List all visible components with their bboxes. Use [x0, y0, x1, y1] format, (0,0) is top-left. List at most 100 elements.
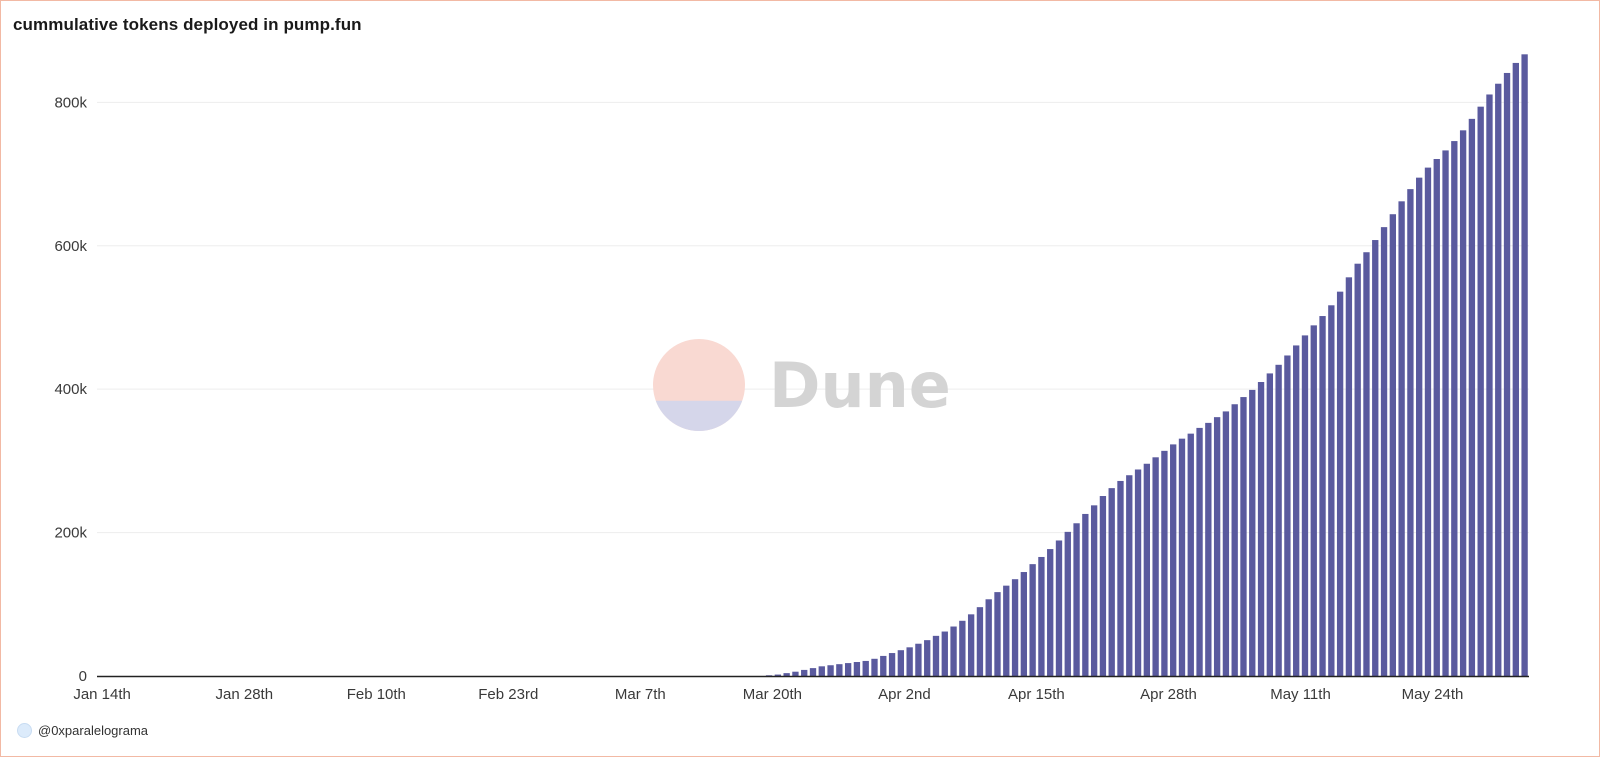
bar[interactable]	[836, 664, 843, 676]
bar[interactable]	[1512, 62, 1519, 677]
bar[interactable]	[897, 650, 905, 676]
bar[interactable]	[1372, 240, 1379, 677]
bar[interactable]	[1055, 540, 1063, 676]
bar[interactable]	[976, 607, 984, 676]
bar[interactable]	[1486, 94, 1493, 677]
bar[interactable]	[1336, 291, 1344, 676]
bar[interactable]	[1143, 463, 1151, 676]
bar[interactable]	[1020, 572, 1028, 676]
x-tick-label: Feb 23rd	[478, 686, 538, 703]
bar[interactable]	[1416, 177, 1423, 676]
x-axis-labels: Jan 14th Jan 28th Feb 10th Feb 23rd Mar 7th M…	[73, 686, 1463, 703]
bar[interactable]	[1503, 72, 1511, 676]
y-tick-label: 400k	[54, 381, 87, 398]
bar[interactable]	[924, 640, 931, 676]
bar[interactable]	[941, 631, 948, 676]
bar[interactable]	[1187, 433, 1194, 676]
bar[interactable]	[862, 660, 869, 676]
x-tick-label: Jan 28th	[216, 686, 274, 703]
bar[interactable]	[1170, 444, 1177, 676]
bar[interactable]	[871, 658, 878, 676]
bar[interactable]	[1293, 345, 1300, 676]
bar[interactable]	[1284, 355, 1291, 676]
bar[interactable]	[1468, 118, 1476, 677]
bar[interactable]	[1424, 167, 1432, 677]
x-tick-label: Apr 28th	[1140, 686, 1197, 703]
bar[interactable]	[1047, 549, 1054, 676]
bar[interactable]	[1029, 564, 1036, 676]
bar[interactable]	[853, 662, 861, 676]
bar[interactable]	[985, 599, 992, 676]
x-tick-label: Mar 20th	[743, 686, 802, 703]
bar[interactable]	[765, 675, 773, 676]
bar[interactable]	[888, 653, 896, 676]
y-tick-label: 0	[79, 668, 87, 685]
avatar	[17, 723, 32, 738]
bar[interactable]	[801, 669, 808, 676]
bar[interactable]	[1451, 141, 1458, 676]
bar[interactable]	[1495, 83, 1502, 677]
bar[interactable]	[827, 665, 834, 676]
bar[interactable]	[1354, 263, 1361, 676]
bar[interactable]	[1521, 54, 1528, 676]
bar[interactable]	[1257, 382, 1265, 676]
bar[interactable]	[1459, 130, 1467, 676]
bar[interactable]	[1380, 227, 1388, 676]
bar[interactable]	[1064, 531, 1071, 676]
bar[interactable]	[994, 592, 1001, 676]
bar[interactable]	[1213, 417, 1221, 676]
bar[interactable]	[1205, 422, 1212, 676]
bar[interactable]	[1134, 469, 1142, 676]
bar[interactable]	[906, 647, 913, 676]
bar[interactable]	[774, 674, 782, 676]
x-tick-label: Apr 15th	[1008, 686, 1065, 703]
bar[interactable]	[1477, 106, 1484, 677]
bar[interactable]	[1011, 579, 1019, 676]
bar[interactable]	[1090, 505, 1098, 676]
bar[interactable]	[959, 620, 966, 676]
bar[interactable]	[1363, 252, 1370, 677]
bar[interactable]	[932, 635, 940, 676]
bar[interactable]	[1196, 427, 1203, 676]
bar[interactable]	[1231, 404, 1238, 676]
bar[interactable]	[1345, 277, 1353, 676]
bar[interactable]	[1310, 325, 1317, 676]
bar[interactable]	[1152, 457, 1159, 676]
bar[interactable]	[1328, 305, 1335, 676]
x-tick-label: Jan 14th	[73, 686, 131, 703]
bar[interactable]	[818, 666, 825, 676]
bar[interactable]	[1442, 150, 1449, 676]
bar[interactable]	[844, 663, 852, 676]
bar[interactable]	[1266, 373, 1273, 676]
bar[interactable]	[967, 614, 975, 676]
bar[interactable]	[1249, 389, 1256, 676]
bar[interactable]	[1161, 450, 1168, 676]
bar[interactable]	[1240, 397, 1247, 676]
bar[interactable]	[1073, 523, 1080, 676]
bar[interactable]	[880, 655, 887, 676]
bar[interactable]	[1398, 201, 1405, 676]
bar[interactable]	[1301, 335, 1309, 676]
bar[interactable]	[1003, 585, 1010, 676]
bar[interactable]	[1117, 480, 1124, 676]
bar[interactable]	[1222, 411, 1230, 676]
bar[interactable]	[792, 671, 799, 676]
author-credit[interactable]: @0xparalelograma	[17, 723, 148, 738]
bar[interactable]	[950, 626, 957, 676]
bar[interactable]	[1178, 438, 1186, 676]
bar[interactable]	[1082, 513, 1089, 676]
bar[interactable]	[915, 643, 922, 676]
bar[interactable]	[1389, 214, 1396, 676]
bar[interactable]	[809, 668, 817, 676]
bar[interactable]	[1038, 556, 1045, 676]
bar[interactable]	[783, 673, 790, 676]
bar[interactable]	[1407, 189, 1414, 676]
bar[interactable]	[1433, 159, 1440, 676]
y-tick-label: 600k	[54, 238, 87, 255]
bar[interactable]	[1126, 475, 1133, 676]
bar[interactable]	[1319, 316, 1326, 676]
bar[interactable]	[1099, 496, 1107, 676]
bar[interactable]	[1108, 488, 1115, 676]
x-tick-label: Apr 2nd	[878, 686, 931, 703]
bar[interactable]	[1275, 364, 1282, 676]
